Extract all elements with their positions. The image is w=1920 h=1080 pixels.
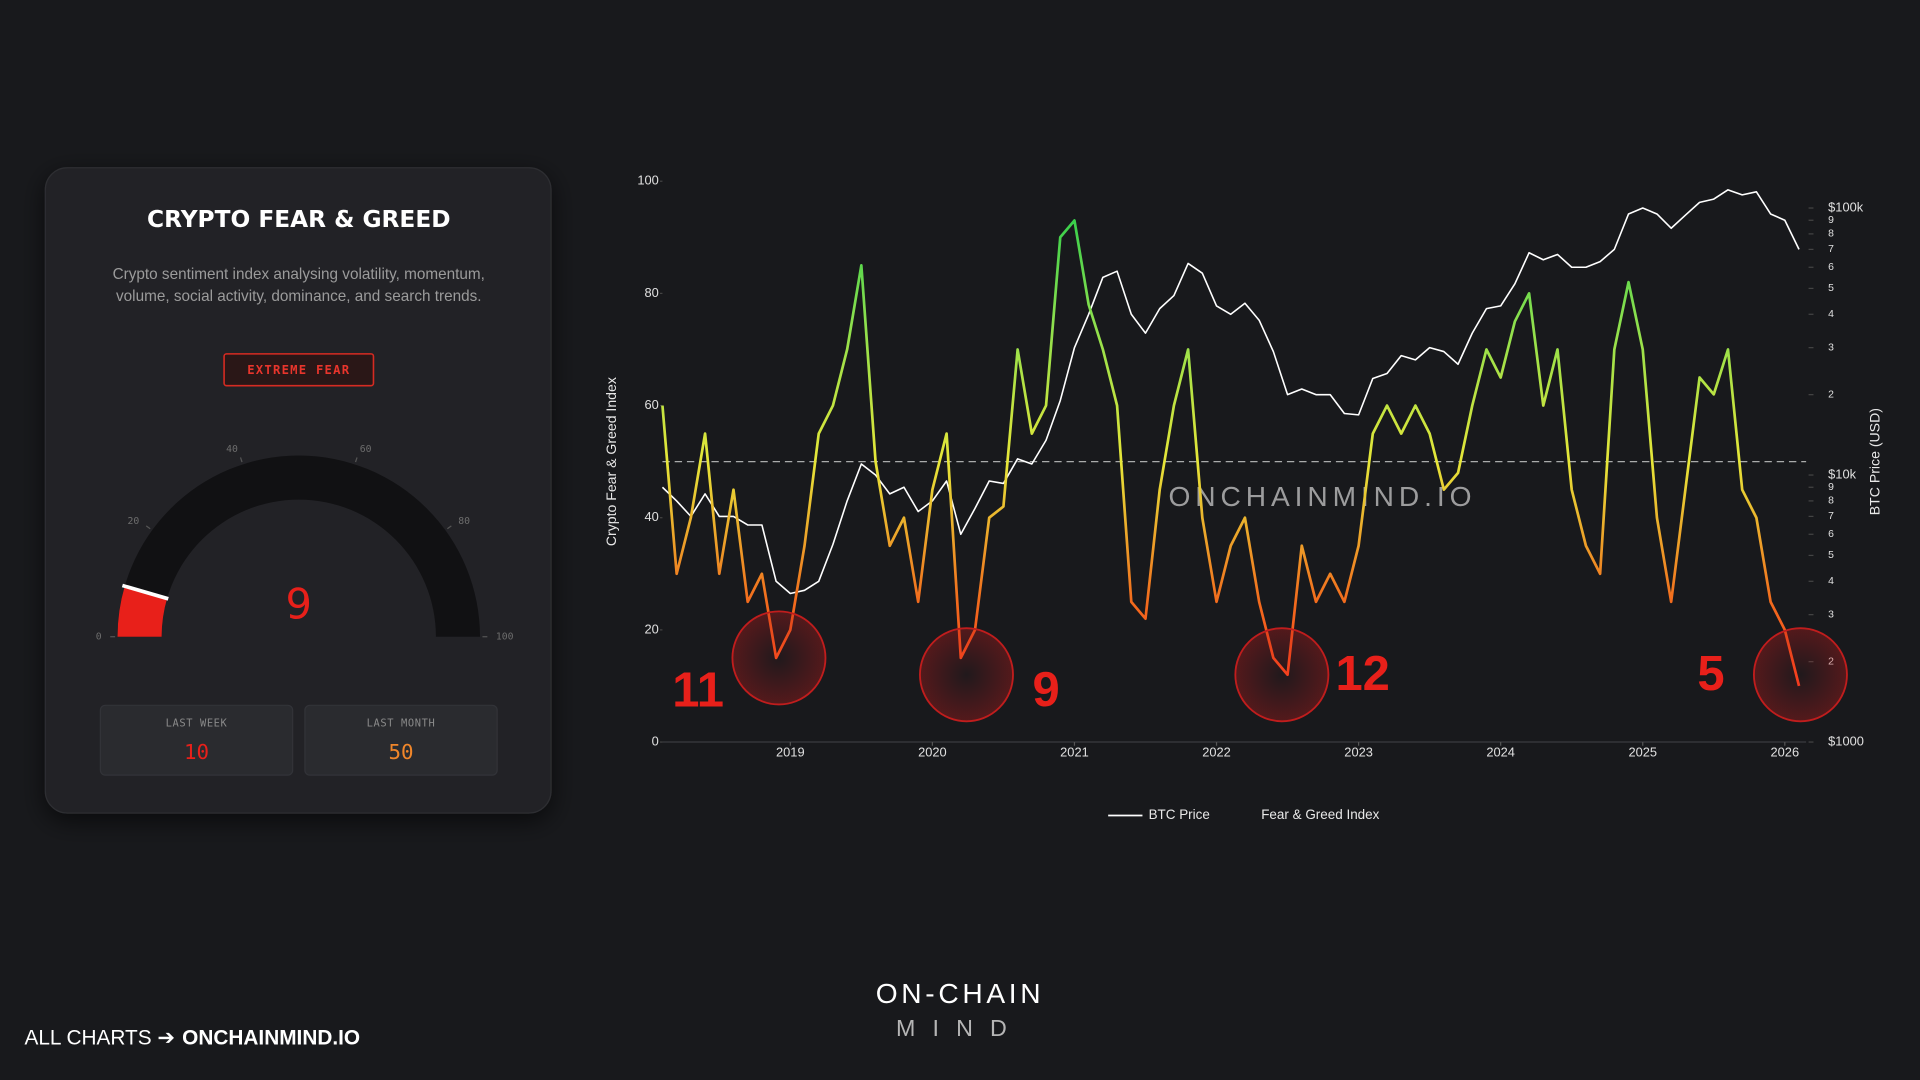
x-tick-label: 2026 [1771,744,1800,759]
gauge-needle [121,583,169,601]
gauge-value-arc [117,586,168,637]
fear-greed-line [661,219,1801,687]
gauge-tick [354,457,358,463]
x-tick-label: 2023 [1344,744,1373,759]
gauge-description: Crypto sentiment index analysing volatil… [112,265,485,305]
annotation-circle [731,610,827,706]
stat-label: LAST WEEK [166,718,228,730]
gauge-tick-label: 40 [226,444,238,455]
gauge-description-box: Crypto sentiment index analysing volatil… [112,265,485,305]
x-tick-label: 2022 [1202,744,1231,759]
y2-tick-label: 2 [1828,389,1834,400]
y-tick-label: 80 [644,285,658,300]
watermark: ONCHAINMIND.IO [1168,481,1476,512]
footer-prefix: ALL CHARTS ➔ [24,1026,174,1049]
stat-label: LAST MONTH [367,718,436,730]
gauge-track [117,455,480,637]
annotation-label: 12 [1335,647,1389,701]
stat-value: 50 [388,740,413,764]
gauge-tick-label: 20 [128,516,140,527]
gauge-tick [239,457,243,463]
y2-tick-label: 7 [1828,244,1834,255]
y2-tick-label: $1000 [1828,733,1864,748]
y-tick-label: 60 [644,397,658,412]
gauge-title: CRYPTO FEAR & GREED [147,206,450,233]
y2-tick-label: 8 [1828,496,1834,507]
x-tick-label: 2019 [776,744,805,759]
logo-top: ON-CHAIN [876,978,1045,1009]
stat-value: 10 [184,740,209,764]
y2-tick-label: 7 [1828,511,1834,522]
logo-bottom: MIND [896,1015,1024,1041]
legend-label: BTC Price [1149,807,1210,822]
y2-tick-label: 3 [1828,342,1834,353]
x-tick-label: 2021 [1060,744,1089,759]
x-tick-label: 2024 [1486,744,1515,759]
y2-tick-label: 4 [1828,309,1834,320]
gauge-tick-label: 0 [96,632,102,643]
y-tick-label: 100 [637,173,658,188]
y2-tick-label: 6 [1828,529,1834,540]
sentiment-label: EXTREME FEAR [247,363,350,377]
gauge-tick-label: 60 [360,444,372,455]
annotation-label: 11 [672,663,724,717]
y2-tick-label: 9 [1828,482,1834,493]
y2-tick-label: 4 [1828,576,1834,587]
annotation-label: 9 [1032,663,1059,717]
y-tick-label: 0 [652,733,659,748]
annotation-circle [1752,627,1848,723]
y2-tick-label: 3 [1828,609,1834,620]
y-axis-title: Crypto Fear & Greed Index [603,377,619,546]
footer-link[interactable]: ONCHAINMIND.IO [182,1026,360,1049]
x-tick-label: 2025 [1628,744,1657,759]
sentiment-badge [223,353,375,387]
gauge-tick-label: 80 [458,516,470,527]
gauge-tick-label: 100 [496,632,514,643]
gauge-tick [145,525,151,530]
y2-axis-title: BTC Price (USD) [1867,408,1883,515]
annotation-circle [1234,627,1330,723]
legend-label: Fear & Greed Index [1261,807,1379,822]
y2-tick-label: 6 [1828,262,1834,273]
y-tick-label: 20 [644,621,658,636]
stat-box [99,704,294,776]
y2-tick-label: $100k [1828,199,1864,214]
y2-tick-label: $10k [1828,466,1856,481]
annotation-label: 5 [1697,647,1724,701]
y2-tick-label: 5 [1828,283,1834,294]
btc-price-line [661,189,1800,595]
gauge-tick [447,525,452,530]
footer: ALL CHARTS ➔ ONCHAINMIND.IO [24,1026,360,1049]
y2-tick-label: 5 [1828,550,1834,561]
y-tick-label: 40 [644,509,658,524]
stat-box [304,704,498,776]
annotation-circle [919,627,1014,723]
y2-tick-label: 9 [1828,215,1834,226]
gauge-value: 9 [286,579,312,628]
x-tick-label: 2020 [918,744,947,759]
y2-tick-label: 8 [1828,229,1834,240]
